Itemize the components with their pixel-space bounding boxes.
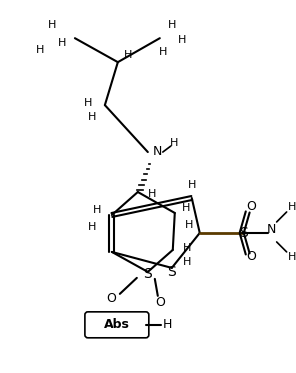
- Text: H: H: [170, 138, 178, 148]
- Text: H: H: [183, 243, 191, 253]
- Text: S: S: [168, 265, 176, 279]
- Text: H: H: [163, 318, 173, 331]
- Text: N: N: [267, 223, 276, 236]
- Text: H: H: [84, 98, 92, 108]
- Text: H: H: [148, 189, 156, 199]
- Text: H: H: [124, 50, 132, 60]
- Text: O: O: [247, 250, 257, 263]
- Text: H: H: [36, 45, 44, 55]
- Text: H: H: [287, 202, 296, 212]
- Text: H: H: [88, 112, 96, 122]
- Text: N: N: [153, 145, 163, 157]
- Text: O: O: [247, 200, 257, 213]
- Text: H: H: [58, 38, 66, 48]
- Text: H: H: [183, 257, 191, 267]
- Text: O: O: [106, 292, 116, 305]
- Text: H: H: [181, 203, 190, 213]
- Text: H: H: [159, 47, 167, 57]
- Text: H: H: [93, 205, 101, 215]
- Text: S: S: [239, 226, 248, 240]
- Text: S: S: [144, 267, 152, 281]
- Text: H: H: [88, 222, 96, 232]
- Text: H: H: [48, 20, 56, 30]
- Text: H: H: [287, 252, 296, 262]
- Text: H: H: [178, 35, 186, 45]
- Text: Abs: Abs: [104, 318, 130, 331]
- Text: H: H: [188, 180, 196, 190]
- Text: H: H: [185, 220, 193, 230]
- Text: O: O: [155, 297, 165, 309]
- Text: H: H: [168, 20, 176, 30]
- FancyBboxPatch shape: [85, 312, 149, 338]
